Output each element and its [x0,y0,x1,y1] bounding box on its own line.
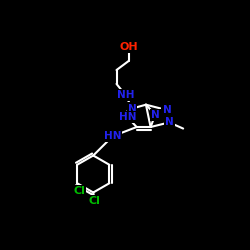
Text: N: N [162,105,171,115]
Text: Cl: Cl [89,196,101,206]
Text: Cl: Cl [73,186,85,196]
Text: N: N [165,118,173,128]
Text: HN: HN [104,131,122,141]
Text: OH: OH [120,42,138,52]
Text: N: N [128,104,136,114]
Text: N: N [151,110,160,120]
Text: NH: NH [117,90,134,101]
Text: HN: HN [118,112,136,122]
